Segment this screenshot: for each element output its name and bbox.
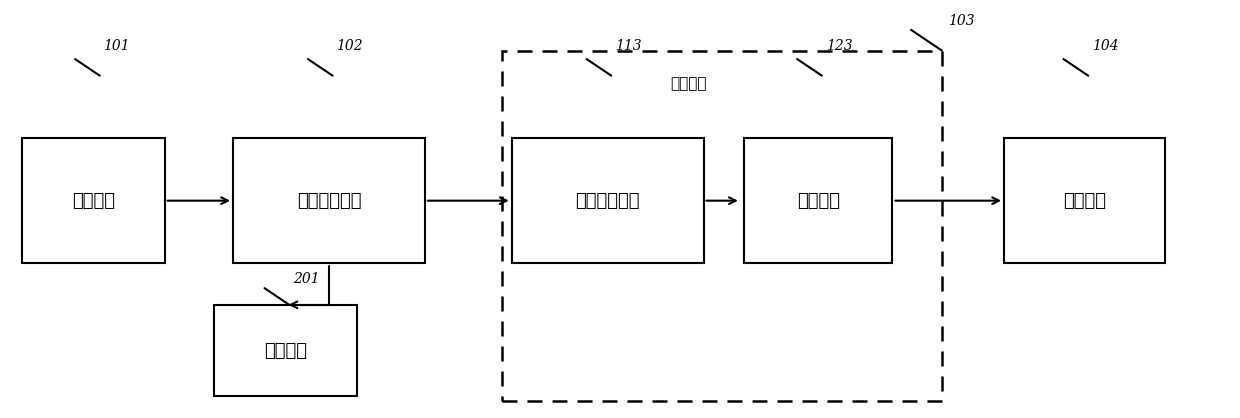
Text: 201: 201 bbox=[293, 272, 320, 286]
Text: 101: 101 bbox=[103, 39, 130, 53]
Text: 供电电路: 供电电路 bbox=[670, 76, 707, 92]
Text: 提示模块: 提示模块 bbox=[264, 342, 308, 359]
Text: 103: 103 bbox=[949, 14, 975, 28]
Text: 102: 102 bbox=[336, 39, 363, 53]
Text: 过流保护模块: 过流保护模块 bbox=[296, 192, 361, 210]
Bar bbox=[233, 138, 425, 263]
Text: 104: 104 bbox=[1092, 39, 1118, 53]
Bar bbox=[215, 305, 357, 397]
Text: 负载接口: 负载接口 bbox=[1063, 192, 1106, 210]
Text: 电流检测模块: 电流检测模块 bbox=[575, 192, 640, 210]
Bar bbox=[1004, 138, 1166, 263]
Text: 113: 113 bbox=[615, 39, 641, 53]
Text: 电源接口: 电源接口 bbox=[72, 192, 115, 210]
Text: 负载开关: 负载开关 bbox=[796, 192, 839, 210]
Bar bbox=[502, 51, 942, 400]
Bar bbox=[22, 138, 165, 263]
Bar bbox=[744, 138, 893, 263]
Text: 123: 123 bbox=[826, 39, 852, 53]
Bar bbox=[512, 138, 703, 263]
